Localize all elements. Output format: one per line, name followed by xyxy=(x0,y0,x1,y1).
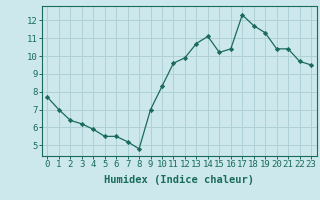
X-axis label: Humidex (Indice chaleur): Humidex (Indice chaleur) xyxy=(104,175,254,185)
